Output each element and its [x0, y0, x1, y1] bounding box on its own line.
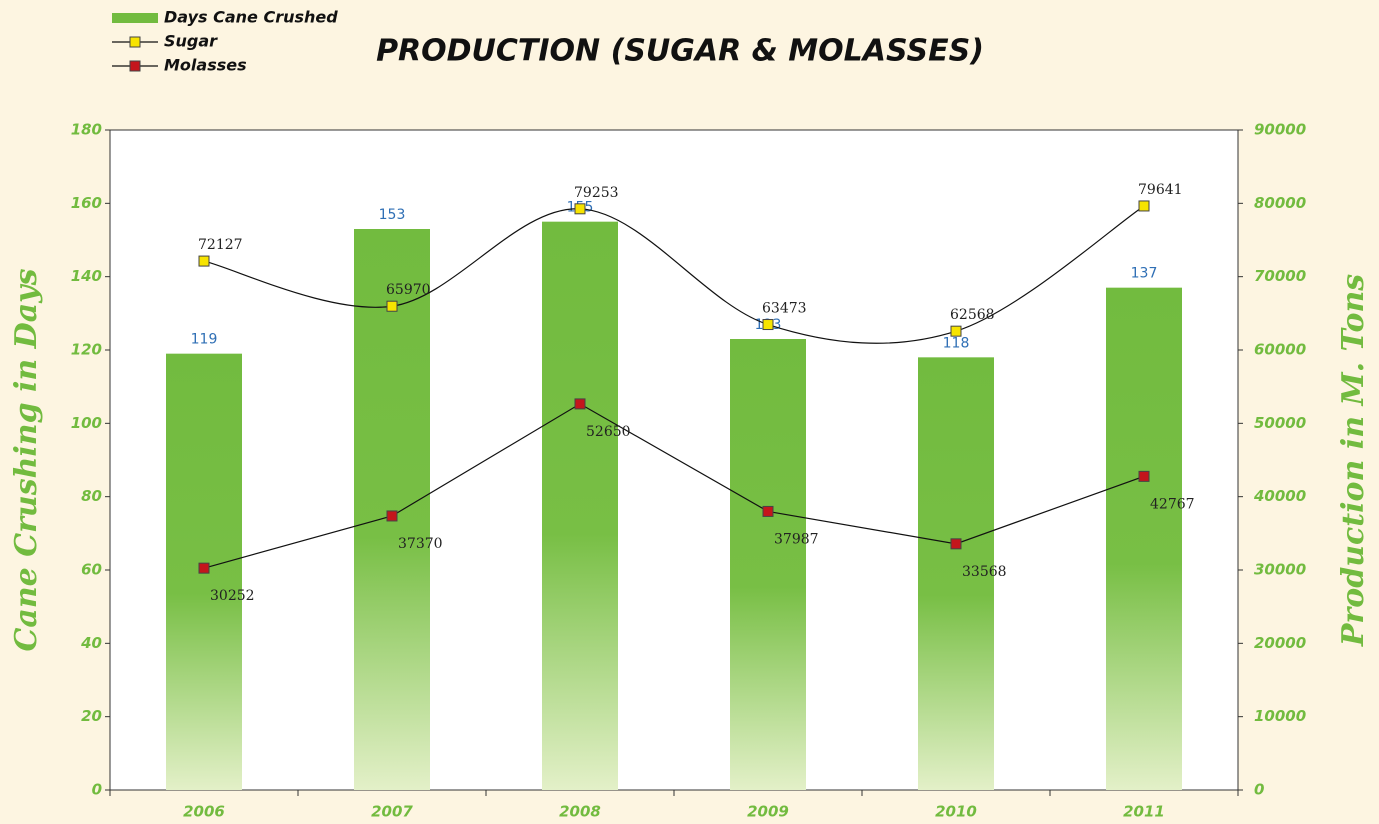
y-tick-label: 120 [71, 341, 102, 359]
marker [386, 510, 398, 522]
legend-label: Days Cane Crushed [164, 8, 338, 27]
y-axis-title: Cane Crushing in Days [9, 268, 44, 651]
bar [354, 229, 430, 790]
point-label: 52650 [586, 424, 631, 440]
y2-tick-label: 40000 [1253, 487, 1306, 505]
legend-label: Sugar [164, 32, 218, 51]
x-tick-label: 2006 [183, 803, 225, 821]
y2-tick-label: 90000 [1254, 121, 1306, 139]
y-tick-label: 160 [71, 194, 102, 212]
y-tick-label: 40 [80, 634, 102, 652]
x-tick-label: 2007 [371, 803, 413, 821]
point-label: 63473 [762, 301, 807, 317]
bar-label: 119 [191, 332, 218, 348]
line [203, 403, 1145, 569]
marker [950, 538, 962, 550]
marker [762, 505, 774, 517]
bar [542, 221, 618, 790]
point-label: 65970 [386, 282, 431, 298]
y-tick-label: 140 [71, 267, 102, 285]
legend-swatch [112, 13, 158, 23]
y2-tick-label: 80000 [1254, 194, 1306, 212]
marker [386, 300, 398, 312]
y-tick-label: 80 [81, 487, 102, 505]
y2-tick-label: 60000 [1254, 341, 1306, 359]
plot-area [109, 129, 1239, 791]
y2-tick-label: 50000 [1254, 414, 1306, 432]
marker [198, 562, 210, 574]
legend-marker [129, 60, 141, 72]
x-tick-label: 2008 [559, 803, 601, 821]
marker [1138, 470, 1150, 482]
y2-tick-label: 30000 [1254, 561, 1306, 579]
point-label: 79253 [574, 185, 619, 201]
point-label: 37987 [774, 531, 819, 547]
x-tick-label: 2011 [1123, 803, 1165, 821]
marker [950, 325, 962, 337]
bar [730, 339, 806, 790]
point-label: 42767 [1150, 496, 1195, 512]
y-tick-label: 100 [71, 414, 102, 432]
y-tick-label: 20 [81, 707, 102, 725]
bar [918, 357, 994, 790]
legend-marker [129, 36, 141, 48]
y2-axis-title: Production in M. Tons [1336, 274, 1371, 647]
marker [574, 398, 586, 410]
point-label: 62568 [950, 307, 995, 323]
point-label: 37370 [398, 536, 443, 552]
y-tick-label: 180 [71, 121, 102, 139]
line [203, 205, 1145, 344]
marker [762, 319, 774, 331]
point-label: 33568 [962, 564, 1007, 580]
y2-tick-label: 10000 [1254, 707, 1306, 725]
marker [574, 203, 586, 215]
bar-label: 118 [943, 335, 970, 351]
y-tick-label: 60 [81, 561, 102, 579]
point-label: 79641 [1138, 182, 1183, 198]
x-tick-label: 2009 [747, 803, 789, 821]
y2-tick-label: 0 [1254, 781, 1264, 799]
y2-tick-label: 70000 [1254, 267, 1306, 285]
y2-tick-label: 20000 [1254, 634, 1306, 652]
point-label: 72127 [198, 237, 243, 253]
x-tick-label: 2010 [935, 803, 977, 821]
point-label: 30252 [210, 588, 255, 604]
chart-title: PRODUCTION (SUGAR & MOLASSES) [376, 34, 984, 69]
marker [1138, 200, 1150, 212]
marker [198, 255, 210, 267]
bar [1106, 287, 1182, 790]
bar-label: 153 [379, 207, 406, 223]
legend-label: Molasses [164, 56, 247, 75]
bar-label: 137 [1131, 266, 1158, 282]
y-tick-label: 0 [92, 781, 102, 799]
